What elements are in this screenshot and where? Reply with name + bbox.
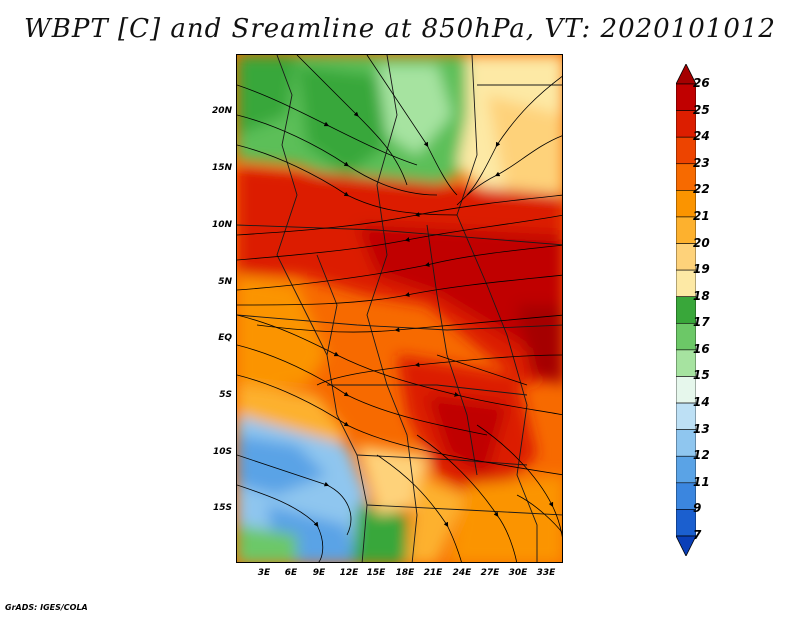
colorbar-label: 12 — [693, 448, 710, 463]
lon-label: 18E — [395, 568, 415, 578]
colorbar-label: 24 — [693, 129, 710, 144]
lat-label: 15N — [211, 163, 232, 173]
lon-label: 30E — [508, 568, 528, 578]
colorbar-label: 17 — [693, 315, 710, 330]
lon-label: 33E — [536, 568, 556, 578]
lat-label: 20N — [211, 106, 232, 116]
colorbar-label: 18 — [693, 288, 710, 303]
lat-label: 10N — [211, 220, 232, 230]
lon-label: 24E — [452, 568, 472, 578]
colorbar-label: 14 — [693, 395, 710, 410]
streamlines — [237, 55, 562, 562]
chart-title: WBPT [C] and Sreamline at 850hPa, VT: 20… — [24, 14, 776, 44]
colorbar-label: 20 — [693, 235, 710, 250]
wbpt-field — [237, 55, 562, 562]
colorbar-label: 21 — [693, 208, 710, 223]
lat-label: 15S — [212, 503, 232, 513]
colorbar-arrow-bottom — [676, 535, 696, 556]
colorbar — [676, 64, 696, 556]
lat-label: 10S — [212, 447, 232, 457]
lon-label: 12E — [339, 568, 359, 578]
lon-label: 15E — [366, 568, 386, 578]
lon-label: 3E — [257, 568, 271, 578]
colorbar-label: 23 — [693, 155, 710, 170]
colorbar-label: 13 — [693, 421, 710, 436]
lon-label: 9E — [312, 568, 326, 578]
footer-credit: GrADS: IGES/COLA — [5, 603, 88, 612]
colorbar-label: 11 — [693, 474, 710, 489]
map-panel — [236, 54, 563, 563]
lat-label: 5S — [219, 390, 232, 400]
colorbar-label: 19 — [693, 262, 710, 277]
colorbar-label: 22 — [693, 182, 710, 197]
colorbar-label: 26 — [693, 76, 710, 90]
lat-label: 5N — [218, 277, 232, 287]
lon-label: 6E — [284, 568, 298, 578]
lat-label: EQ — [218, 333, 232, 343]
colorbar-label: 15 — [693, 368, 710, 383]
colorbar-label: 25 — [693, 102, 710, 117]
colorbar-label: 7 — [693, 528, 702, 542]
lon-label: 21E — [423, 568, 443, 578]
lon-label: 27E — [480, 568, 500, 578]
colorbar-label: 9 — [693, 501, 702, 516]
colorbar-label: 16 — [693, 341, 710, 356]
